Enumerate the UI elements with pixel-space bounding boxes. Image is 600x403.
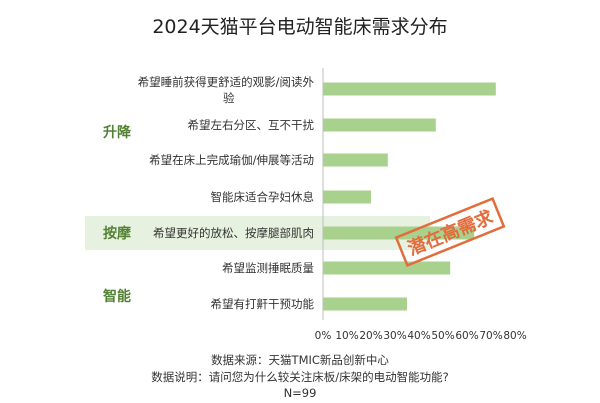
x-tick-label: 20% xyxy=(359,330,382,342)
chart-title: 2024天猫平台电动智能床需求分布 xyxy=(152,16,448,38)
bar xyxy=(323,118,436,132)
bar xyxy=(323,297,407,311)
bar xyxy=(323,226,475,240)
x-tick-label: 40% xyxy=(407,330,430,342)
group-label: 按摩 xyxy=(103,225,132,242)
category-label: 希望监测捶眠质量 xyxy=(222,261,314,275)
category-label: 希望更好的放松、按摩腿部肌肉 xyxy=(153,226,314,240)
category-label: 希望睡前获得更舒适的观影/阅读外 xyxy=(138,75,315,89)
bar xyxy=(323,190,371,204)
x-tick-label: 70% xyxy=(479,330,502,342)
group-label: 升降 xyxy=(103,124,132,141)
potential-demand-stamp: 潜在高需求 xyxy=(394,196,506,268)
category-label: 希望左右分区、互不干扰 xyxy=(188,118,315,132)
x-tick-label: 80% xyxy=(503,330,526,342)
sample-size-note: N=99 xyxy=(283,386,317,400)
x-tick-label: 60% xyxy=(455,330,478,342)
x-tick-label: 30% xyxy=(383,330,406,342)
category-label: 希望在床上完成瑜伽/伸展等活动 xyxy=(149,153,314,167)
x-tick-label: 10% xyxy=(335,330,358,342)
stamp-border xyxy=(394,196,506,268)
category-label: 验 xyxy=(223,91,235,105)
category-label: 智能床适合孕妇休息 xyxy=(211,190,315,204)
x-tick-label: 50% xyxy=(431,330,454,342)
category-label: 希望有打鼾干预功能 xyxy=(211,297,315,311)
bar xyxy=(323,261,451,275)
bar xyxy=(323,153,388,167)
x-tick-label: 0% xyxy=(315,330,332,342)
bar xyxy=(323,82,496,96)
source-note: 数据来源：天猫TMIC新品创新中心 xyxy=(211,353,389,367)
question-note: 数据说明：请问您为什么较关注床板/床架的电动智能功能? xyxy=(151,370,449,384)
group-label: 智能 xyxy=(102,288,131,305)
